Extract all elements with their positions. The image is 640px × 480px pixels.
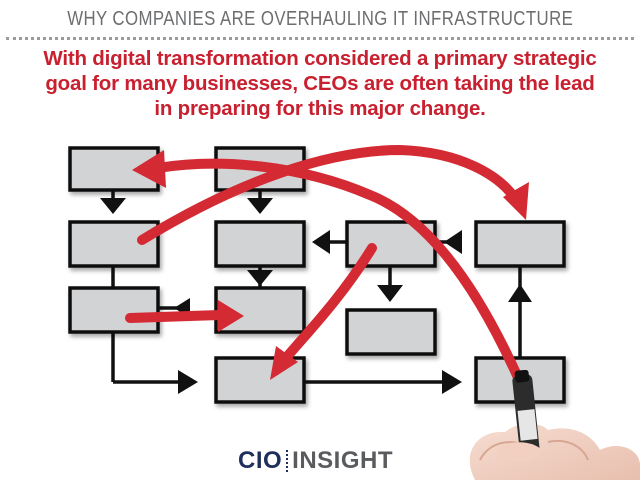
red-arrow-curve [153, 158, 525, 387]
logo-text-insight: INSIGHT [292, 447, 394, 474]
process-box [214, 220, 306, 268]
process-box [68, 220, 160, 268]
red-arrow-curve [137, 144, 521, 245]
red-arrow-curve [125, 310, 225, 323]
subtitle: With digital transformation considered a… [20, 46, 620, 121]
header: WHY COMPANIES ARE OVERHAULING IT INFRAST… [0, 0, 640, 38]
process-box [68, 286, 160, 334]
subtitle-line-3: in preparing for this major change. [154, 97, 486, 120]
dotted-divider [6, 37, 634, 40]
process-box [474, 220, 566, 268]
flowchart-diagram [68, 144, 566, 404]
red-arrow-curve [281, 243, 377, 363]
red-arrowheads [132, 150, 529, 380]
process-box [345, 308, 437, 356]
process-boxes [68, 146, 566, 404]
connector-arrowheads [100, 198, 532, 394]
red-arrows [125, 144, 525, 387]
logo-separator [286, 450, 289, 472]
page-title: WHY COMPANIES ARE OVERHAULING IT INFRAST… [66, 7, 574, 30]
cio-insight-logo: CIO INSIGHT [238, 446, 393, 476]
hand-with-marker-image [469, 370, 640, 480]
subtitle-line-2: goal for many businesses, CEOs are often… [45, 72, 595, 95]
subtitle-line-1: With digital transformation considered a… [43, 47, 597, 70]
logo-text-cio: CIO [238, 447, 283, 474]
